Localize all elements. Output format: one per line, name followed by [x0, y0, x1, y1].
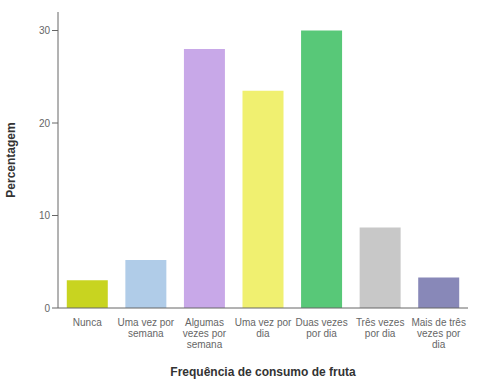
svg-text:30: 30 [39, 25, 51, 36]
svg-text:0: 0 [44, 303, 50, 314]
svg-text:Uma vez pordia: Uma vez pordia [235, 317, 292, 339]
svg-text:Percentagem: Percentagem [8, 122, 18, 197]
svg-text:Algumasvezes porsemana: Algumasvezes porsemana [183, 317, 227, 350]
svg-text:Frequência de consumo de fruta: Frequência de consumo de fruta [170, 365, 356, 379]
svg-text:Mais de trêsvezes pordia: Mais de trêsvezes pordia [411, 317, 465, 350]
svg-text:Três vezespor dia: Três vezespor dia [356, 317, 405, 339]
svg-text:20: 20 [39, 118, 51, 129]
svg-text:10: 10 [39, 210, 51, 221]
svg-text:Uma vez porsemana: Uma vez porsemana [118, 317, 175, 339]
svg-text:Duas vezespor dia: Duas vezespor dia [295, 317, 347, 339]
svg-text:Nunca: Nunca [73, 317, 102, 328]
